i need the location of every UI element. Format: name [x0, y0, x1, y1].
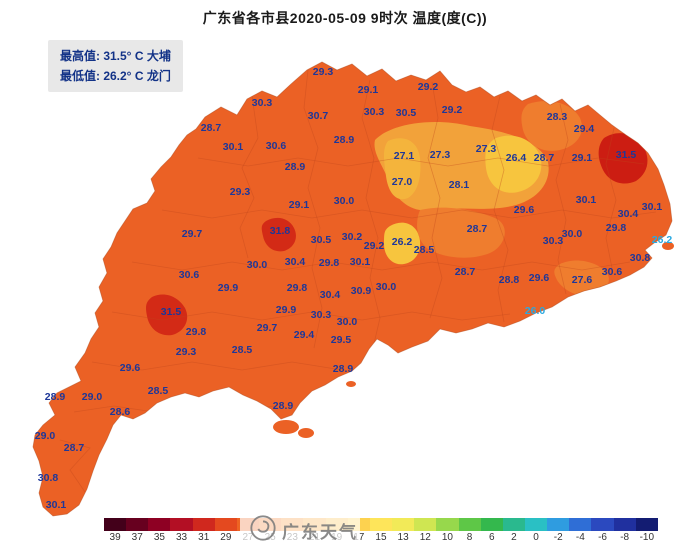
color-scale-segment — [192, 518, 215, 531]
island-zhuhai — [346, 381, 356, 387]
region-patch-yellow-longmen — [384, 222, 421, 265]
color-scale-segment — [392, 518, 415, 531]
color-scale-legend: 393735333129272523211917151312108620-2-4… — [104, 518, 658, 543]
color-scale-tick: -6 — [598, 532, 607, 543]
color-scale-segment — [126, 518, 149, 531]
color-scale-segment — [569, 518, 592, 531]
color-scale-segment — [502, 518, 525, 531]
color-scale-segment — [214, 518, 237, 531]
color-scale-segment — [458, 518, 481, 531]
province-outline — [32, 61, 673, 517]
color-scale-tick: 39 — [109, 532, 121, 543]
color-scale-tick: 29 — [220, 532, 232, 543]
region-patch-hot-dapu — [598, 133, 648, 184]
watermark: 广东天气 — [249, 514, 358, 547]
region-patch-yellow-264 — [485, 135, 542, 193]
region-patch-hot-318 — [261, 217, 296, 252]
color-scale-tick: 33 — [175, 532, 188, 543]
color-scale-segment — [613, 518, 636, 531]
color-scale-tick: -8 — [620, 532, 630, 543]
min-value-line: 最低值: 26.2° C 龙门 — [60, 69, 171, 83]
color-scale-tick: 10 — [441, 532, 453, 543]
color-scale-tick: -4 — [575, 532, 585, 543]
color-scale-tick: 35 — [153, 532, 165, 543]
color-scale-tick: 0 — [533, 532, 539, 543]
color-scale-segment — [524, 518, 548, 531]
color-scale-tick: 12 — [419, 532, 431, 543]
color-scale-segment — [591, 518, 614, 531]
color-scale-tick: 37 — [131, 532, 143, 543]
color-scale-segment — [170, 518, 193, 531]
color-scale-segment — [635, 518, 658, 531]
watermark-text: 广东天气 — [282, 523, 358, 542]
county-borders — [59, 69, 657, 493]
page-title: 广东省各市县2020-05-09 9时次 温度(度(C)) — [202, 10, 488, 26]
color-scale-tick: 31 — [198, 532, 210, 543]
color-scale-segment — [436, 518, 459, 531]
color-scale-tick: 2 — [511, 532, 517, 543]
region-patch-warm-center — [417, 207, 505, 258]
max-value-line: 最高值: 31.5° C 大埔 — [60, 49, 171, 63]
region-patch-warm-eastcoast — [554, 260, 609, 296]
watermark-backdrop — [240, 507, 360, 550]
color-scale-segment — [148, 518, 171, 531]
color-scale-segment — [369, 518, 393, 531]
island-shangchuan — [273, 420, 299, 434]
color-scale-tick: 8 — [466, 532, 473, 543]
color-scale-bar — [104, 518, 658, 531]
color-scale-segment — [104, 518, 127, 531]
color-scale-ticks: 393735333129272523211917151312108620-2-4… — [104, 532, 658, 543]
island-nanao — [662, 242, 674, 250]
color-scale-tick: 13 — [397, 532, 409, 543]
color-scale-tick: 15 — [375, 532, 387, 543]
color-scale-segment — [480, 518, 503, 531]
extremes-box: 最高值: 31.5° C 大埔 最低值: 26.2° C 龙门 — [48, 40, 183, 92]
color-scale-segment — [547, 518, 570, 531]
watermark-logo-icon — [249, 514, 277, 547]
island-xiachuan — [298, 428, 314, 438]
color-scale-segment — [414, 518, 437, 531]
color-scale-tick: 6 — [488, 532, 495, 543]
region-patch-gold-column — [384, 138, 421, 200]
region-patch-warm-northeast — [521, 101, 582, 151]
color-scale-tick: -2 — [553, 532, 563, 543]
region-patch-hot-west — [146, 294, 188, 336]
color-scale-tick: -10 — [639, 532, 655, 543]
